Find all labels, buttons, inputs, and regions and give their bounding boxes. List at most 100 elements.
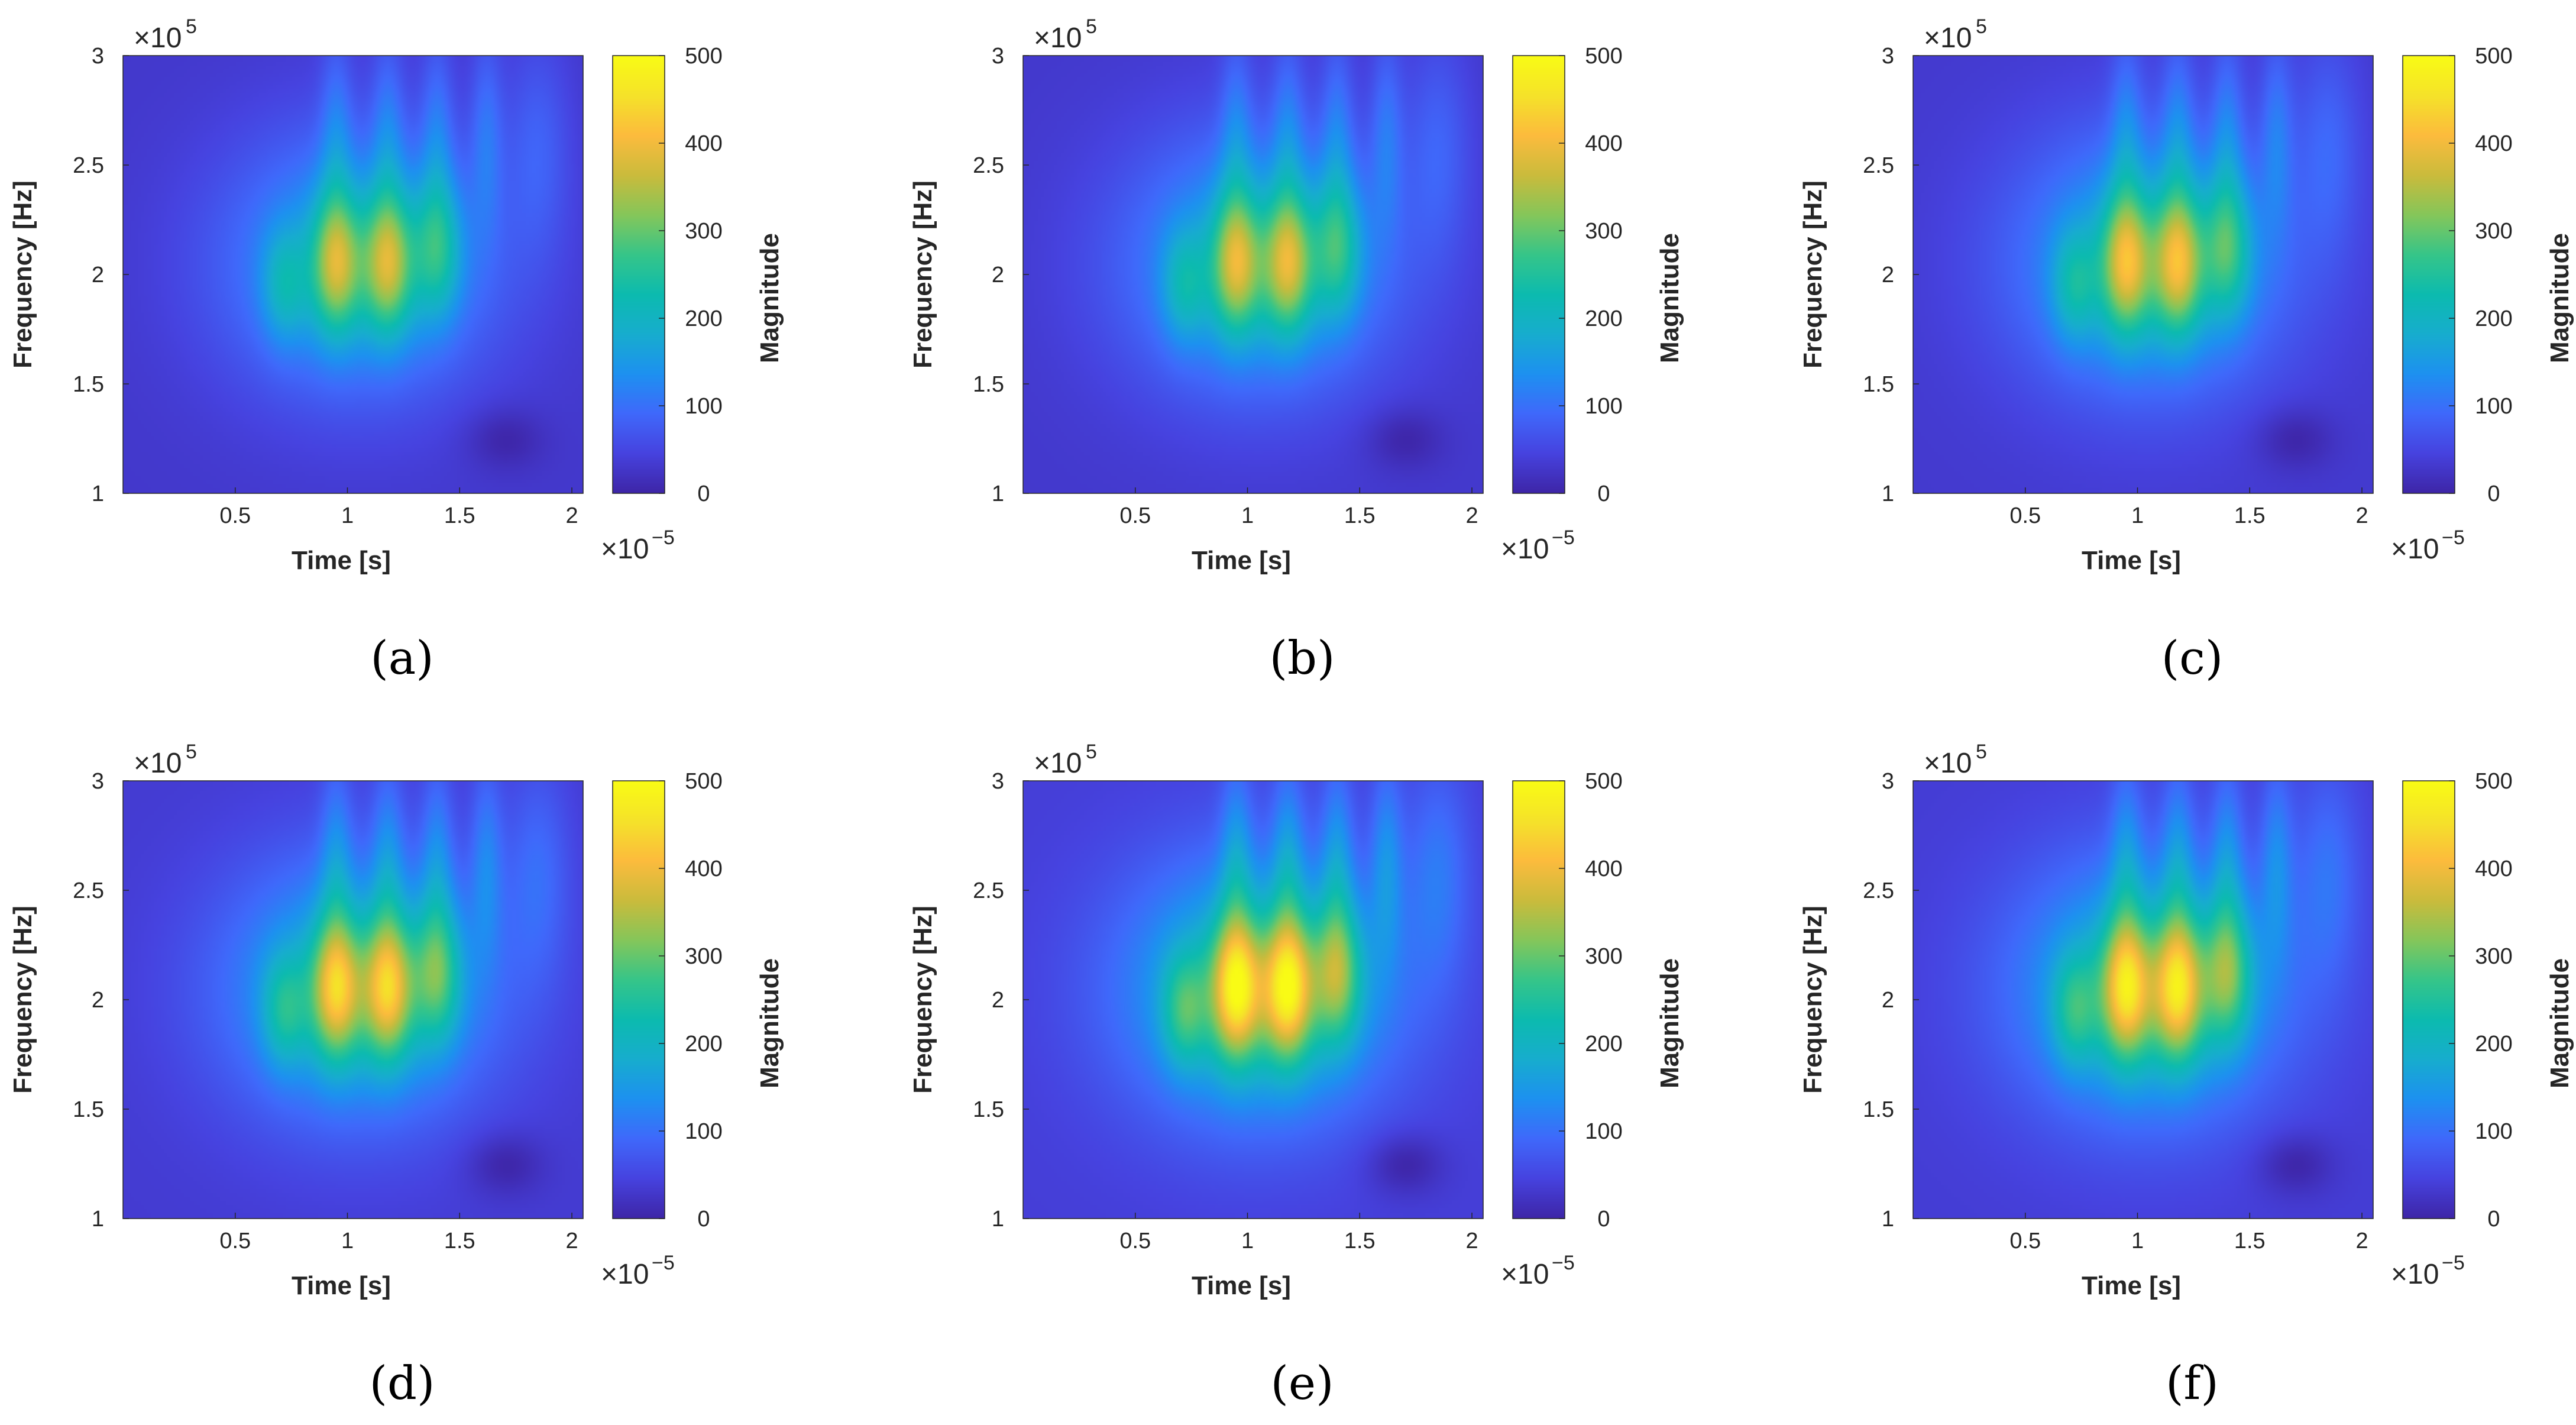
colorbar-a: [613, 56, 665, 493]
colorbar-tick-label: 200: [2475, 306, 2512, 331]
colorbar-tick-label: 100: [1585, 1119, 1622, 1144]
x-tick-label: 1.5: [1344, 503, 1376, 528]
x-axis-label: Time [s]: [292, 1271, 391, 1300]
y-tick-label: 3: [992, 769, 1004, 794]
y-axis-label: Frequency [Hz]: [8, 906, 37, 1094]
y-multiplier: ×10: [1924, 748, 1972, 779]
y-axis-label: Frequency [Hz]: [908, 906, 937, 1094]
heatmap-f: [1913, 781, 2373, 1219]
colorbar-tick-label: 200: [1585, 306, 1622, 331]
colorbar-tick-label: 200: [685, 1032, 722, 1056]
colorbar-tick-label: 0: [697, 482, 710, 506]
colorbar-label: Magnitude: [755, 233, 784, 363]
colorbar-e: [1513, 781, 1565, 1219]
colorbar-tick-label: 0: [2487, 482, 2500, 506]
y-tick-label: 3: [1882, 44, 1894, 69]
x-tick-label: 0.5: [1119, 503, 1151, 528]
y-tick-label: 2: [992, 263, 1004, 287]
x-tick-label: 1: [2131, 503, 2144, 528]
y-tick-label: 1.5: [1863, 1097, 1894, 1122]
x-axis-label: Time [s]: [1192, 546, 1291, 575]
colorbar-label: Magnitude: [2545, 233, 2574, 363]
colorbar-label: Magnitude: [1655, 958, 1684, 1088]
y-multiplier: ×10: [1034, 22, 1082, 54]
x-tick-label: 1.5: [1344, 1229, 1376, 1253]
colorbar-tick-label: 300: [2475, 219, 2512, 244]
x-tick-label: 1: [2131, 1229, 2144, 1253]
y-tick-label: 2: [92, 988, 104, 1013]
colorbar-box: [1512, 780, 1565, 1219]
y-tick-label: 3: [992, 44, 1004, 69]
y-multiplier-exponent: 5: [1976, 741, 1987, 763]
y-axis-label: Frequency [Hz]: [8, 180, 37, 369]
colorbar-label: Magnitude: [1655, 233, 1684, 363]
heatmap-d: [123, 781, 583, 1219]
colorbar-tick-label: 500: [1585, 769, 1622, 794]
x-tick-label: 1: [1241, 1229, 1254, 1253]
colorbar-f: [2403, 781, 2455, 1219]
x-multiplier-exponent: −5: [652, 526, 675, 549]
colorbar-tick-label: 500: [2475, 44, 2512, 69]
y-axis-label: Frequency [Hz]: [1798, 906, 1827, 1094]
colorbar-tick-label: 0: [1597, 1207, 1610, 1232]
colorbar-box: [612, 780, 665, 1219]
x-tick-label: 0.5: [2009, 503, 2041, 528]
y-tick-label: 1: [1882, 482, 1894, 506]
colorbar-tick-label: 100: [1585, 394, 1622, 419]
y-multiplier-exponent: 5: [186, 741, 197, 763]
colorbar-tick-label: 400: [2475, 857, 2512, 881]
x-tick-label: 1: [341, 1229, 354, 1253]
x-tick-label: 2: [2355, 1229, 2368, 1253]
y-tick-label: 2.5: [73, 153, 104, 178]
x-multiplier-exponent: −5: [2442, 526, 2465, 549]
y-multiplier-exponent: 5: [1976, 15, 1987, 38]
y-tick-label: 3: [92, 769, 104, 794]
colorbar-box: [612, 55, 665, 494]
x-tick-label: 2: [565, 503, 578, 528]
y-tick-label: 2.5: [973, 878, 1004, 903]
y-tick-label: 3: [1882, 769, 1894, 794]
y-multiplier: ×10: [1034, 748, 1082, 779]
panel-caption: (d): [370, 1357, 435, 1410]
colorbar-box: [1512, 55, 1565, 494]
y-multiplier: ×10: [1924, 22, 1972, 54]
y-tick-label: 1.5: [973, 372, 1004, 397]
x-axis-label: Time [s]: [292, 546, 391, 575]
x-tick-label: 1.5: [2234, 1229, 2266, 1253]
x-axis-label: Time [s]: [1192, 1271, 1291, 1300]
heatmap-c: [1913, 56, 2373, 493]
x-tick-label: 1.5: [2234, 503, 2266, 528]
x-tick-label: 1.5: [444, 1229, 475, 1253]
colorbar-tick-label: 100: [2475, 1119, 2512, 1144]
x-multiplier: ×10: [1501, 1259, 1549, 1290]
colorbar-tick-label: 200: [685, 306, 722, 331]
x-tick-label: 1.5: [444, 503, 475, 528]
x-tick-label: 0.5: [219, 503, 251, 528]
x-tick-label: 0.5: [219, 1229, 251, 1253]
colorbar-d: [613, 781, 665, 1219]
colorbar-label: Magnitude: [755, 958, 784, 1088]
colorbar-b: [1513, 56, 1565, 493]
colorbar-tick-label: 400: [2475, 131, 2512, 156]
x-multiplier-exponent: −5: [1552, 1252, 1575, 1274]
y-multiplier: ×10: [134, 22, 182, 54]
y-tick-label: 1: [992, 482, 1004, 506]
colorbar-tick-label: 300: [685, 219, 722, 244]
x-axis-label: Time [s]: [2082, 1271, 2181, 1300]
y-tick-label: 2.5: [973, 153, 1004, 178]
y-tick-label: 1.5: [73, 1097, 104, 1122]
colorbar-tick-label: 400: [685, 131, 722, 156]
y-axis-label: Frequency [Hz]: [908, 180, 937, 369]
y-multiplier-exponent: 5: [186, 15, 197, 38]
colorbar-tick-label: 300: [1585, 944, 1622, 969]
x-multiplier: ×10: [2391, 534, 2439, 565]
y-tick-label: 2.5: [73, 878, 104, 903]
panel-caption: (a): [370, 632, 433, 685]
heatmap-a: [123, 56, 583, 493]
